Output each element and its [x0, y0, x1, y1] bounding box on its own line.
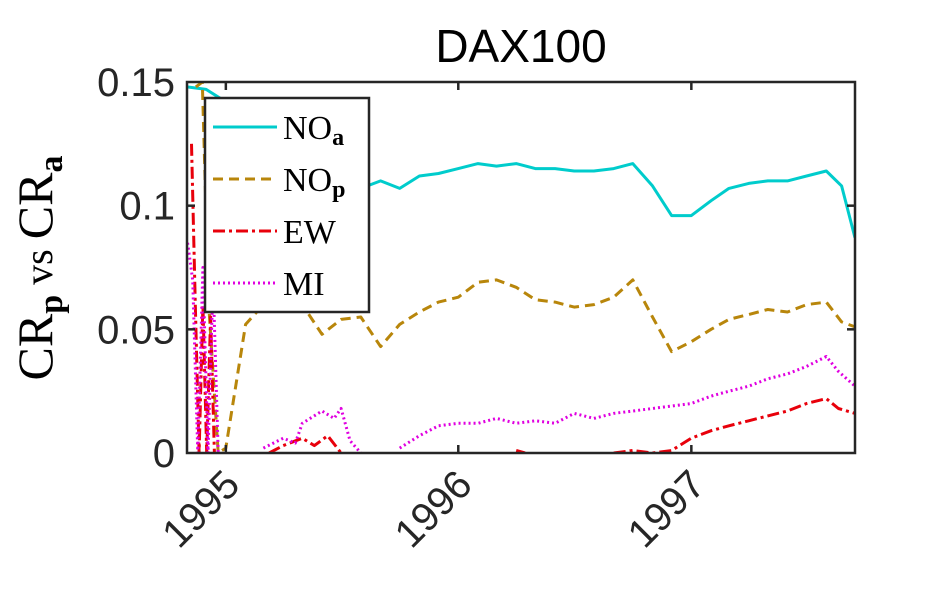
legend-label-2: EW: [283, 214, 337, 251]
tick-layer: 0 0.05 0.1 0.15 1995 1996 1997: [97, 61, 855, 556]
y-label-cr-a-sub: a: [33, 156, 70, 173]
plot-area-frame: [185, 80, 857, 455]
series-line-3: [187, 242, 855, 453]
y-label-vs: vs: [16, 239, 61, 295]
y-label-cr-p: CR: [7, 313, 63, 380]
y-tick-label-2: 0.1: [119, 185, 175, 229]
legend: NOa NOp EW MI: [203, 96, 371, 314]
chart-title: DAX100: [435, 20, 606, 72]
y-label-cr-a: CR: [7, 172, 63, 239]
x-tick-label-2: 1997: [620, 462, 714, 556]
y-tick-label-3: 0.15: [97, 61, 175, 105]
y-axis-label: CRp vs CRa: [7, 156, 70, 381]
legend-label-1: NOp: [283, 162, 345, 203]
y-tick-label-1: 0.05: [97, 308, 175, 352]
x-tick-label-0: 1995: [154, 462, 248, 556]
x-tick-label-1: 1996: [387, 462, 481, 556]
y-label-cr-p-sub: p: [33, 295, 70, 314]
legend-box: [203, 96, 371, 314]
y-tick-label-0: 0: [153, 432, 175, 476]
legend-label-0: NOa: [283, 110, 344, 151]
legend-label-3: MI: [283, 266, 325, 303]
